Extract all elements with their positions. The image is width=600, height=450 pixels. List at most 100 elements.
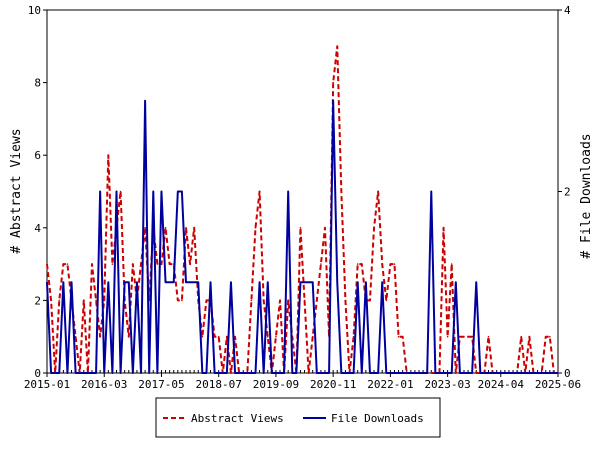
x-tick-label: 2022-01 — [367, 378, 413, 391]
data-point — [250, 299, 253, 302]
data-point — [62, 263, 65, 265]
data-point — [332, 99, 334, 102]
data-point — [426, 372, 428, 374]
data-point — [467, 372, 469, 374]
data-point — [205, 372, 208, 374]
data-point — [430, 372, 433, 374]
data-point — [299, 281, 302, 284]
data-point — [177, 299, 179, 302]
data-point — [250, 372, 253, 374]
data-point — [389, 263, 392, 265]
data-point — [328, 372, 330, 374]
data-point — [230, 281, 232, 284]
x-tick-label: 2018-07 — [196, 378, 242, 391]
data-point — [74, 372, 77, 374]
data-point — [393, 372, 396, 374]
data-point — [144, 99, 146, 102]
legend: Abstract Views File Downloads — [155, 397, 441, 438]
data-point — [316, 299, 318, 302]
y-left-tick-label: 10 — [28, 4, 41, 17]
data-point — [520, 372, 523, 374]
x-tick-label: 2017-05 — [138, 378, 184, 391]
data-point — [172, 281, 175, 284]
data-point — [209, 281, 212, 284]
data-point — [450, 263, 453, 265]
data-point — [528, 372, 531, 374]
data-point — [438, 372, 441, 374]
data-point — [177, 190, 179, 193]
data-point — [201, 335, 204, 338]
data-point — [136, 281, 138, 284]
data-point — [103, 299, 106, 302]
data-point — [46, 263, 48, 265]
data-point — [185, 281, 187, 284]
data-point — [377, 190, 379, 193]
data-point — [234, 335, 236, 338]
data-point — [46, 281, 48, 284]
data-point — [82, 372, 85, 374]
x-tick-label: 2019-09 — [253, 378, 299, 391]
data-point — [266, 281, 269, 284]
data-point — [340, 372, 343, 374]
data-point — [132, 372, 134, 374]
data-point — [238, 372, 240, 374]
x-tick-label: 2015-01 — [24, 378, 70, 391]
data-point — [103, 372, 106, 374]
data-point — [422, 372, 424, 374]
data-point — [189, 263, 191, 265]
data-point — [54, 372, 56, 374]
x-tick-label: 2020-11 — [310, 378, 356, 391]
data-point — [160, 190, 163, 193]
data-point — [504, 372, 506, 374]
data-point — [471, 335, 473, 338]
y-axis-title-left: # Abstract Views — [9, 128, 24, 253]
data-point — [181, 190, 183, 193]
data-point — [95, 372, 97, 374]
data-point — [536, 372, 539, 374]
data-point — [111, 263, 114, 265]
data-point — [446, 335, 449, 338]
data-point — [455, 281, 457, 284]
data-point — [487, 372, 490, 374]
data-point — [91, 263, 93, 265]
y-left-axis: 0 2 4 6 8 10 — [28, 4, 47, 380]
data-point — [213, 335, 216, 338]
data-point — [74, 335, 77, 338]
data-point — [495, 372, 498, 374]
x-tick-label: 2024-04 — [478, 378, 525, 391]
series-line-file-downloads — [46, 99, 558, 374]
data-point — [475, 281, 478, 284]
data-point — [287, 190, 289, 193]
data-point — [78, 372, 81, 374]
data-point — [389, 372, 392, 374]
data-point — [148, 372, 150, 374]
data-point — [459, 372, 461, 374]
data-point — [299, 227, 302, 229]
y-right-tick-label: 0 — [564, 367, 571, 380]
data-point — [70, 281, 73, 284]
data-point — [430, 190, 433, 193]
data-point — [95, 299, 97, 302]
data-point — [442, 372, 445, 374]
data-point — [266, 335, 269, 338]
data-point — [258, 190, 261, 193]
data-point — [193, 227, 195, 229]
data-point — [279, 299, 281, 302]
data-point — [385, 372, 388, 374]
data-point — [119, 372, 122, 374]
data-point — [127, 335, 130, 338]
y-right-tick-label: 4 — [564, 4, 571, 17]
y-left-tick-label: 2 — [34, 294, 41, 307]
data-point — [230, 372, 232, 374]
data-point — [242, 372, 245, 374]
data-point — [221, 372, 224, 374]
data-point — [381, 281, 384, 284]
data-point — [385, 299, 388, 302]
data-point — [99, 190, 101, 193]
data-point — [324, 227, 326, 229]
data-point — [226, 372, 228, 374]
data-point — [140, 263, 142, 265]
data-point — [356, 263, 359, 265]
data-point — [414, 372, 416, 374]
data-point — [307, 372, 310, 374]
